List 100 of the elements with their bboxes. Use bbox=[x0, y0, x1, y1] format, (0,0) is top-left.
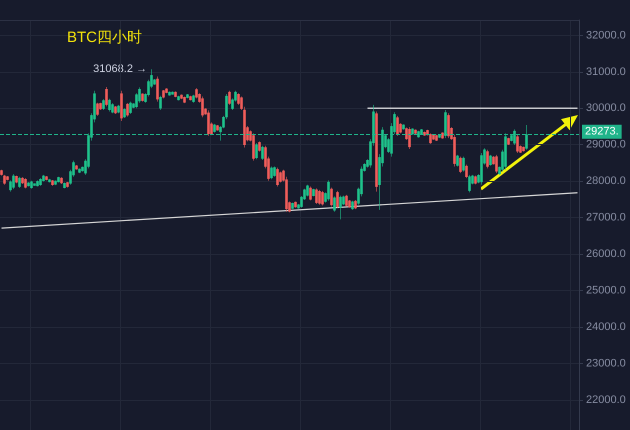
candlestick bbox=[0, 169, 3, 176]
candlestick bbox=[276, 167, 279, 187]
candlestick bbox=[354, 200, 357, 210]
candlestick bbox=[447, 113, 450, 138]
candlestick bbox=[294, 201, 297, 208]
candlestick bbox=[213, 124, 216, 133]
candlestick bbox=[45, 176, 48, 181]
candlestick bbox=[489, 154, 492, 166]
candlestick bbox=[345, 194, 348, 207]
candlestick bbox=[12, 174, 15, 190]
candlestick bbox=[27, 182, 30, 187]
candlestick bbox=[57, 176, 60, 183]
candlestick bbox=[66, 182, 69, 188]
candlestick bbox=[513, 129, 516, 146]
candlestick bbox=[456, 154, 459, 167]
candlestick bbox=[159, 96, 162, 110]
candlestick bbox=[39, 178, 42, 186]
candlestick bbox=[507, 137, 510, 146]
candlestick bbox=[486, 149, 489, 169]
candlestick bbox=[48, 178, 51, 183]
candlestick bbox=[516, 134, 519, 154]
candlestick bbox=[495, 154, 498, 174]
candlestick bbox=[117, 104, 120, 114]
candlestick bbox=[522, 146, 525, 152]
candlestick bbox=[108, 98, 111, 112]
candlestick bbox=[306, 184, 309, 197]
candlestick bbox=[270, 166, 273, 180]
candlestick bbox=[438, 134, 441, 138]
candlestick bbox=[78, 168, 81, 174]
candlestick bbox=[174, 91, 177, 98]
candlestick bbox=[375, 111, 378, 192]
candlestick bbox=[156, 76, 159, 102]
y-tick-label: 30000.0 bbox=[586, 102, 626, 114]
y-tick-label: 29000.0 bbox=[586, 138, 626, 151]
candlestick bbox=[36, 180, 39, 187]
candlestick bbox=[207, 110, 210, 136]
candlestick bbox=[15, 175, 18, 184]
candlestick bbox=[459, 156, 462, 174]
candlestick bbox=[429, 133, 432, 144]
y-tick-label: 22000.0 bbox=[586, 394, 626, 406]
candlestick bbox=[432, 134, 435, 140]
candlestick bbox=[21, 176, 24, 184]
candlestick bbox=[183, 96, 186, 104]
candlestick bbox=[339, 195, 342, 220]
candlestick bbox=[396, 116, 399, 136]
candlestick bbox=[42, 174, 45, 182]
candlestick bbox=[480, 152, 483, 186]
candlestick bbox=[258, 141, 261, 152]
candlestick bbox=[3, 174, 6, 186]
candlestick bbox=[141, 92, 144, 102]
candlestick bbox=[75, 164, 78, 170]
candlestick bbox=[468, 174, 471, 193]
candlestick bbox=[228, 90, 231, 106]
y-tick-label: 32000.0 bbox=[586, 29, 626, 42]
candlestick bbox=[123, 108, 126, 118]
y-tick-label: 28000.0 bbox=[586, 175, 626, 188]
candlestick bbox=[525, 124, 528, 150]
candlestick bbox=[444, 110, 447, 138]
candlestick bbox=[54, 180, 57, 186]
ref-line-label: 29273. bbox=[585, 126, 619, 138]
y-tick-label: 26000.0 bbox=[586, 248, 626, 260]
candlestick bbox=[33, 182, 36, 186]
candlestick bbox=[177, 96, 180, 101]
candlestick bbox=[504, 133, 507, 170]
candlestick bbox=[252, 133, 255, 161]
candlestick bbox=[336, 190, 339, 208]
candlestick bbox=[411, 128, 414, 136]
candlestick bbox=[162, 90, 165, 99]
candlestick bbox=[417, 130, 420, 138]
candlestick bbox=[330, 187, 333, 207]
y-tick-label: 31000.0 bbox=[586, 66, 626, 78]
candlestick bbox=[129, 101, 132, 114]
candlestick bbox=[24, 178, 27, 189]
y-tick-label: 25000.0 bbox=[586, 284, 626, 296]
candlestick bbox=[30, 180, 33, 190]
candlestick bbox=[120, 90, 123, 122]
y-tick-label: 27000.0 bbox=[586, 212, 626, 224]
candlestick bbox=[186, 94, 189, 99]
text: BTC四小时 bbox=[67, 29, 142, 46]
candlestick bbox=[441, 132, 444, 140]
candlestick bbox=[261, 145, 264, 160]
candlestick bbox=[273, 166, 276, 178]
candlestick bbox=[465, 164, 468, 178]
candlestick bbox=[111, 102, 114, 114]
candlestick bbox=[408, 126, 411, 150]
candlestick bbox=[18, 176, 21, 188]
candlestick bbox=[189, 96, 192, 101]
candlestick bbox=[6, 176, 9, 181]
candlestick bbox=[96, 102, 99, 116]
candlestick bbox=[327, 180, 330, 202]
candlestick bbox=[216, 124, 219, 132]
candlestick bbox=[201, 96, 204, 118]
candlestick bbox=[435, 134, 438, 142]
candlestick bbox=[51, 180, 54, 186]
candlestick bbox=[105, 86, 108, 107]
candlestick bbox=[279, 171, 282, 183]
candlestick bbox=[423, 131, 426, 136]
candlestick bbox=[180, 94, 183, 100]
y-tick-label: 23000.0 bbox=[586, 357, 626, 370]
candlestick bbox=[420, 128, 423, 136]
